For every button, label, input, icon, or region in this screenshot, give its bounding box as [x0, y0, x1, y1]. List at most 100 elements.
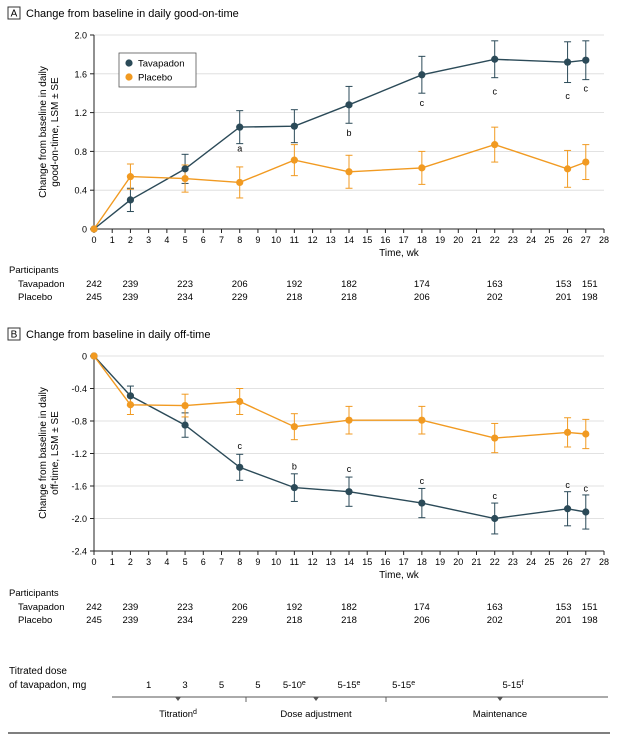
panel-a-participants-tavapadon-count: 192 — [286, 279, 302, 290]
panel-a-participants-placebo-count: 201 — [556, 292, 572, 303]
panel-a-x-tick-label: 25 — [544, 235, 554, 245]
panel-a-participants-placebo-count: 239 — [122, 292, 138, 303]
panel-a-x-tick-label: 8 — [237, 235, 242, 245]
panel-b-participants-heading: Participants — [9, 588, 59, 599]
phase-label-footnote: d — [193, 709, 197, 716]
panel-b-annotation: c — [420, 476, 425, 486]
panel-a-legend-marker — [125, 59, 133, 67]
panel-a-series-tavapadon-point — [126, 196, 135, 204]
panel-a-series-tavapadon-line — [93, 58, 586, 230]
panel-b-x-tick-label: 23 — [508, 557, 518, 567]
dose-section: Titrated dose of tavapadon, mg 1 3 5 5 5-10e… — [9, 666, 608, 720]
panel-b-x-tick-label: 12 — [308, 557, 318, 567]
panel-b-x-tick-label: 20 — [453, 557, 463, 567]
dose-value-text: 5-15 — [392, 680, 411, 691]
panel-a-participants-tavapadon-count: 153 — [556, 279, 572, 290]
phase-label-text: Dose adjustment — [280, 709, 352, 720]
panel-b-series-tavapadon-point — [126, 392, 135, 400]
panel-b-series-placebo-point — [345, 416, 353, 424]
panel-a-x-tick-label: 27 — [581, 235, 591, 245]
panel-a-letter-box — [7, 6, 21, 20]
panel-a-x-tick-label: 18 — [417, 235, 427, 245]
panel-a-x-tick-label: 17 — [399, 235, 409, 245]
panel-a-participants-row-label: Tavapadon — [18, 279, 64, 290]
panel-b-x-tick-label: 21 — [471, 557, 481, 567]
panel-b-y-axis-label-line: off-time, LSM ± SE — [50, 411, 61, 495]
panel-b-x-tick-label: 5 — [183, 557, 188, 567]
panel-a-x-tick-label: 4 — [164, 235, 169, 245]
dose-value: 3 — [182, 680, 187, 691]
panel-b-series-tavapadon-point — [345, 488, 353, 496]
panel-b-x-tick-label: 17 — [399, 557, 409, 567]
panel-a-x-tick-label: 2 — [128, 235, 133, 245]
panel-a-participants-tavapadon-count: 163 — [487, 279, 503, 290]
dose-value: 5 — [255, 680, 260, 691]
panel-b-series-tavapadon-line — [93, 355, 586, 520]
panel-b-x-tick-label: 1 — [110, 557, 115, 567]
phase-label: Titrationd — [159, 709, 197, 720]
panel-a-x-tick-label: 13 — [326, 235, 336, 245]
dose-value-text: 5-15 — [338, 680, 357, 691]
panel-b-series-placebo-point — [563, 428, 572, 436]
panel-b-x-tick-label: 22 — [490, 557, 500, 567]
panel-b-x-axis-label: Time, wk — [379, 570, 420, 581]
panel-b-participants-tavapadon-count: 163 — [487, 602, 503, 613]
panel-a-annotation: c — [420, 98, 425, 108]
panel-b-series-placebo-line — [93, 355, 586, 439]
panel-b-annotation: c — [565, 480, 570, 490]
dose-label-line-1: Titrated dose — [9, 666, 67, 677]
panel-a-x-tick-label: 24 — [526, 235, 536, 245]
phase-label-text: Maintenance — [473, 709, 527, 720]
panel-a-x-tick-label: 7 — [219, 235, 224, 245]
panel-a-x-tick-label: 21 — [471, 235, 481, 245]
panel-a-series-placebo-point — [126, 173, 135, 181]
panel-a-header: A Change from baseline in daily good-on-… — [7, 6, 239, 20]
panel-a-annotation: c — [565, 91, 570, 101]
dose-value-text: 5 — [219, 680, 224, 691]
dose-value-text: 3 — [182, 680, 187, 691]
panel-a-x-tick-label: 15 — [362, 235, 372, 245]
panel-b-participants-tavapadon-count: 223 — [177, 602, 193, 613]
dose-label-line-2: of tavapadon, mg — [9, 680, 86, 691]
panel-a-series-placebo-point — [345, 168, 353, 176]
panel-a-x-tick-label: 10 — [271, 235, 281, 245]
panel-a-participants-placebo-count: 218 — [286, 292, 302, 303]
panel-b-participants-placebo-count: 218 — [341, 615, 357, 626]
panel-b-x-tick-label: 15 — [362, 557, 372, 567]
dose-value-footnote: e — [357, 680, 361, 687]
panel-b-x-tick-label: 13 — [326, 557, 336, 567]
panel-b-x-tick-label: 19 — [435, 557, 445, 567]
panel-a-y-tick-label: 1.6 — [74, 69, 87, 79]
panel-a-x-tick-label: 28 — [599, 235, 609, 245]
panel-a-series-placebo-point — [290, 156, 298, 164]
panel-b-participants-tavapadon-count: 174 — [414, 602, 430, 613]
dose-value: 5-15e — [338, 680, 361, 691]
panel-b-header: B Change from baseline in daily off-time — [7, 327, 210, 341]
panel-b-participants-placebo-count: 202 — [487, 615, 503, 626]
panel-a-participants-placebo-count: 229 — [232, 292, 248, 303]
panel-a-participants-placebo-count: 234 — [177, 292, 193, 303]
panel-b-series-placebo-point — [236, 397, 244, 406]
panel-b-participants-placebo-count: 229 — [232, 615, 248, 626]
panel-b-x-tick-label: 24 — [526, 557, 536, 567]
panel-a-series-placebo-point — [491, 141, 499, 149]
dose-value-text: 5-15 — [502, 680, 521, 691]
panel-b-series-placebo-point — [126, 401, 135, 409]
panel-b-series-placebo-point — [582, 430, 590, 438]
panel-b-y-tick-label: -1.2 — [71, 449, 87, 459]
dose-value: 5-15e — [392, 680, 415, 691]
panel-a-series-tavapadon-point — [563, 58, 572, 66]
panel-b-x-tick-label: 28 — [599, 557, 609, 567]
panel-b-participants-placebo-count: 198 — [582, 615, 598, 626]
panel-b-x-tick-label: 6 — [201, 557, 206, 567]
panel-a-x-tick-label: 23 — [508, 235, 518, 245]
panel-b-series-tavapadon-point — [563, 505, 572, 513]
panel-a-x-tick-label: 12 — [308, 235, 318, 245]
dose-value-text: 5-10 — [283, 680, 302, 691]
panel-a-series-placebo-point — [418, 164, 426, 172]
phase-label-text: Titration — [159, 709, 193, 720]
panel-b-x-tick-label: 14 — [344, 557, 354, 567]
panel-a-x-tick-label: 5 — [183, 235, 188, 245]
dose-value: 5 — [219, 680, 224, 691]
panel-a-participants-tavapadon-count: 239 — [122, 279, 138, 290]
